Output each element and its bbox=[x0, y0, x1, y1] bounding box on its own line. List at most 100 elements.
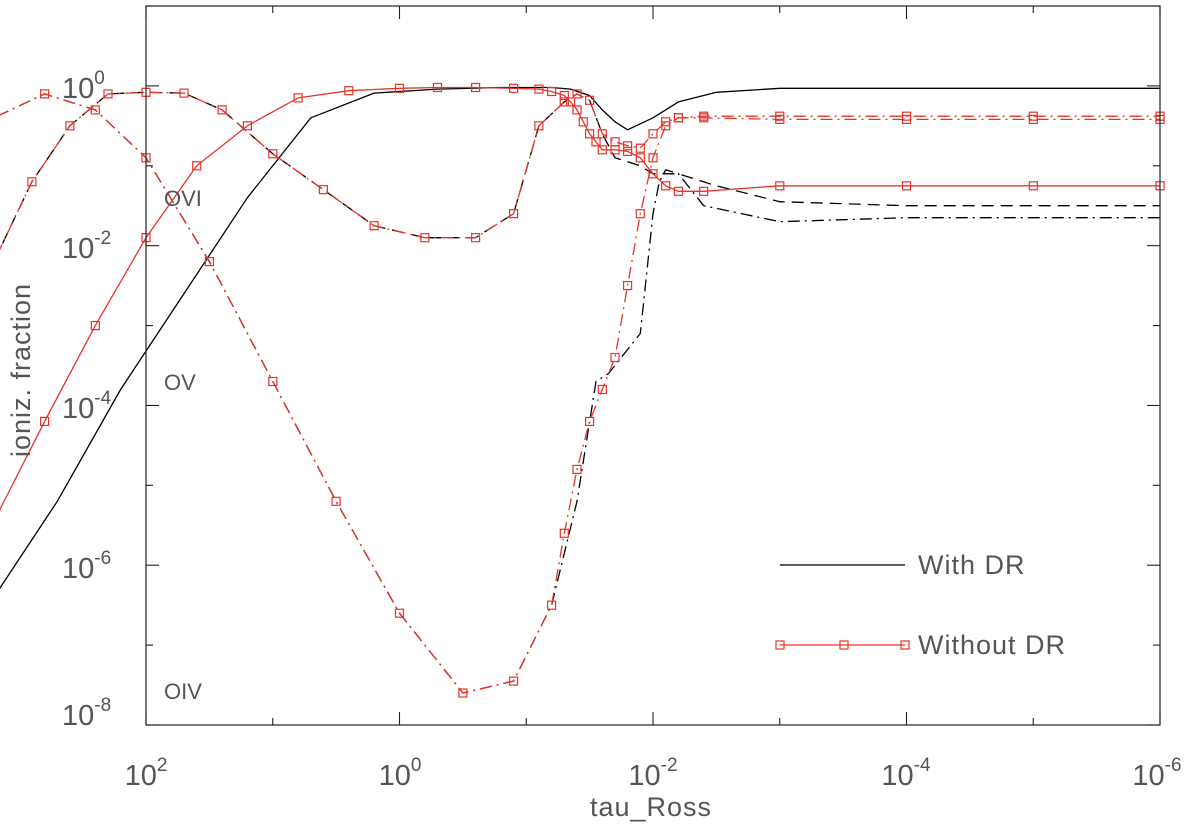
data-point-marker bbox=[179, 88, 189, 98]
data-point-marker bbox=[534, 121, 544, 131]
data-point-marker bbox=[103, 89, 113, 99]
data-point-marker bbox=[901, 181, 912, 191]
series-ovi-without-dr bbox=[0, 82, 1165, 511]
x-tick-label: 10-2 bbox=[628, 755, 677, 792]
tick-marks bbox=[145, 5, 1161, 726]
y-tick-label: 100 bbox=[62, 68, 105, 105]
data-point-marker bbox=[610, 352, 620, 363]
data-point-marker bbox=[597, 384, 607, 395]
data-point-marker bbox=[648, 153, 658, 163]
ion-label-ov: OV bbox=[164, 370, 196, 395]
y-tick-label: 10-6 bbox=[62, 548, 111, 585]
x-tick-label: 100 bbox=[379, 755, 422, 792]
data-point-marker bbox=[559, 528, 569, 538]
data-point-marker bbox=[546, 86, 557, 97]
data-point-marker bbox=[268, 149, 278, 159]
data-point-marker bbox=[572, 89, 582, 99]
data-point-marker bbox=[699, 186, 709, 196]
x-tick-label: 10-4 bbox=[881, 755, 931, 792]
data-point-marker bbox=[331, 496, 341, 506]
data-point-marker bbox=[622, 146, 633, 156]
legend-without-dr-marker bbox=[900, 640, 910, 650]
data-point-marker bbox=[572, 105, 582, 115]
series-line bbox=[0, 91, 1160, 251]
data-point-marker bbox=[458, 688, 468, 698]
data-point-marker bbox=[648, 129, 658, 139]
data-point-marker bbox=[559, 97, 569, 107]
ion-label-oiv: OIV bbox=[164, 679, 202, 704]
data-point-marker bbox=[610, 137, 620, 147]
data-point-marker bbox=[217, 105, 227, 115]
series-line bbox=[0, 86, 1160, 590]
data-point-marker bbox=[673, 113, 684, 123]
data-point-marker bbox=[597, 129, 607, 139]
data-point-marker bbox=[394, 83, 405, 93]
data-point-marker bbox=[65, 121, 75, 131]
data-point-marker bbox=[546, 600, 557, 610]
data-point-marker bbox=[534, 84, 544, 94]
data-point-marker bbox=[559, 90, 569, 101]
data-point-marker bbox=[635, 153, 645, 163]
x-tick-label: 102 bbox=[125, 755, 168, 792]
data-point-marker bbox=[1028, 181, 1038, 191]
data-point-marker bbox=[673, 186, 684, 196]
legend-with-dr-label: With DR bbox=[918, 550, 1026, 580]
data-point-marker bbox=[509, 676, 519, 686]
x-axis-label: tau_Ross bbox=[590, 792, 712, 822]
x-tick-label: 10-6 bbox=[1132, 755, 1181, 792]
y-tick-labels: 100 10-2 10-4 10-6 10-8 bbox=[62, 68, 112, 732]
data-point-marker bbox=[509, 209, 519, 219]
data-point-marker bbox=[39, 89, 50, 99]
data-series bbox=[0, 82, 1165, 698]
data-point-marker bbox=[420, 233, 430, 243]
data-point-marker bbox=[432, 82, 443, 93]
data-point-marker bbox=[775, 111, 785, 121]
x-tick-labels: 102 100 10-2 10-4 10-6 bbox=[125, 755, 1182, 792]
data-point-marker bbox=[661, 121, 671, 131]
y-tick-label: 10-2 bbox=[62, 228, 111, 265]
data-point-marker bbox=[591, 137, 601, 147]
data-point-marker bbox=[394, 608, 405, 618]
data-point-marker bbox=[635, 143, 645, 153]
series-ovi-with-dr bbox=[0, 86, 1160, 590]
data-point-marker bbox=[1028, 111, 1038, 121]
y-tick-label: 10-4 bbox=[62, 388, 112, 425]
data-point-marker bbox=[471, 82, 481, 93]
data-point-marker bbox=[318, 185, 328, 195]
data-point-marker bbox=[369, 221, 379, 231]
series-line bbox=[0, 93, 1160, 694]
data-point-marker bbox=[242, 121, 252, 131]
data-point-marker bbox=[192, 161, 202, 171]
data-point-marker bbox=[584, 129, 595, 139]
data-point-marker bbox=[622, 281, 633, 291]
data-point-marker bbox=[39, 416, 50, 426]
series-ov-with-dr bbox=[0, 91, 1160, 251]
series-line bbox=[0, 91, 1160, 251]
data-point-marker bbox=[775, 181, 785, 191]
plot-frame bbox=[145, 5, 1161, 726]
legend-without-dr-marker bbox=[839, 640, 849, 650]
data-point-marker bbox=[204, 257, 214, 267]
legend: With DR Without DR bbox=[775, 550, 1065, 660]
data-point-marker bbox=[699, 111, 709, 121]
data-point-marker bbox=[622, 141, 633, 151]
legend-without-dr-marker bbox=[775, 640, 785, 650]
data-point-marker bbox=[471, 233, 481, 243]
data-point-marker bbox=[293, 93, 303, 103]
data-point-marker bbox=[344, 86, 354, 96]
data-point-marker bbox=[584, 416, 595, 426]
data-point-marker bbox=[572, 464, 582, 474]
data-point-marker bbox=[584, 95, 595, 105]
data-point-marker bbox=[901, 111, 912, 121]
data-point-marker bbox=[90, 321, 100, 331]
data-point-marker bbox=[27, 177, 37, 187]
y-axis-label: ioniz. fraction bbox=[6, 283, 36, 457]
y-tick-label: 10-8 bbox=[62, 695, 111, 732]
data-point-marker bbox=[661, 181, 671, 191]
series-oiv-without-dr bbox=[0, 89, 1165, 698]
data-point-marker bbox=[635, 209, 645, 219]
data-point-marker bbox=[578, 117, 588, 127]
data-point-marker bbox=[90, 105, 100, 115]
data-point-marker bbox=[597, 145, 607, 155]
